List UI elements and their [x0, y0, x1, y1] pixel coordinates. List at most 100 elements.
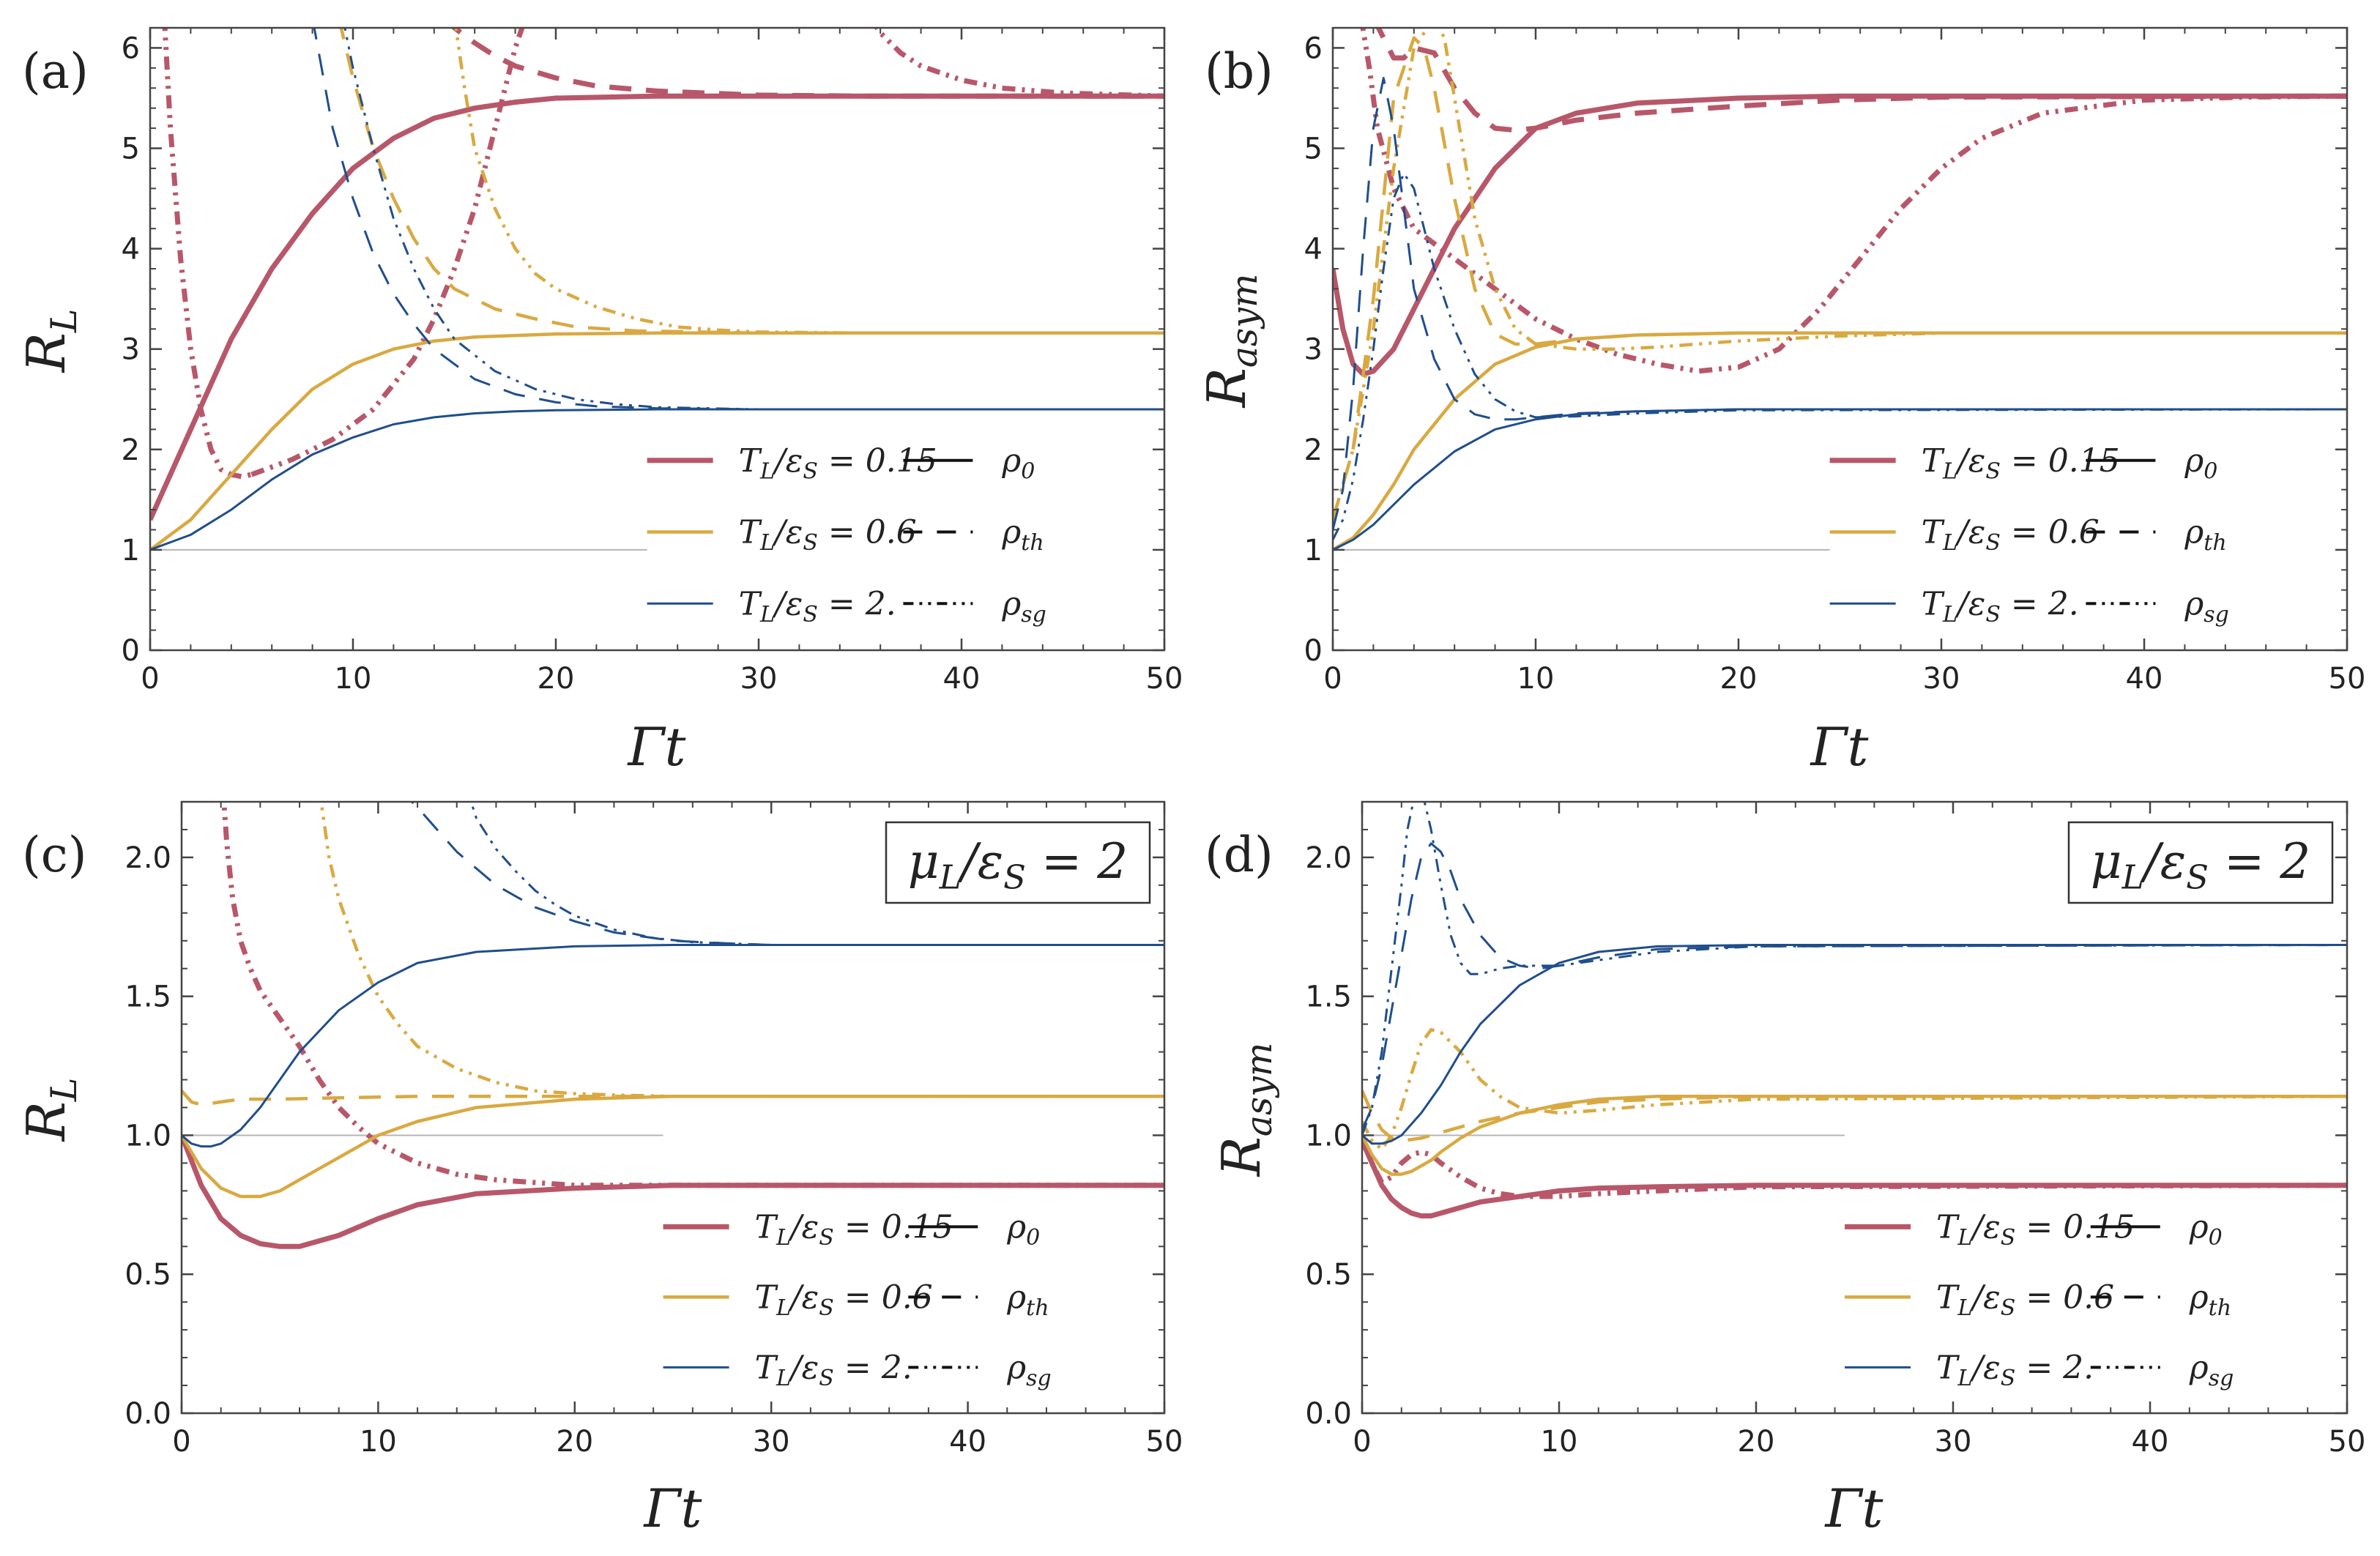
series-line-5 — [150, 331, 1164, 551]
x-tick-label: 0 — [172, 1425, 190, 1459]
legend-state-label: ρth — [1006, 1278, 1049, 1321]
y-tick-label: 5 — [122, 133, 140, 166]
x-tick-label: 30 — [740, 662, 778, 696]
series-line-1 — [1362, 1134, 2347, 1199]
x-tick-label: 10 — [1517, 662, 1555, 696]
series-line-0 — [1362, 1139, 2347, 1218]
y-tick-label: 3 — [1304, 333, 1323, 367]
series-line-3 — [250, 28, 525, 477]
legend-state-label: ρsg — [1001, 585, 1046, 628]
x-tick-label: 0 — [141, 662, 159, 696]
legend-state-label: ρ0 — [2189, 1208, 2223, 1251]
x-tick-label: 50 — [1146, 662, 1183, 696]
x-tick-label: 30 — [753, 1425, 790, 1459]
x-tick-label: 40 — [2132, 1425, 2169, 1459]
x-tick-label: 40 — [943, 662, 981, 696]
x-tick-label: 20 — [538, 662, 575, 696]
y-tick-label: 0 — [1304, 634, 1323, 668]
series-line-10 — [343, 28, 1164, 411]
y-tick-label: 4 — [1304, 233, 1323, 267]
legend-temp-label: TL/εS = 0.6 — [1936, 1278, 2114, 1321]
panel-c: 0 10 20 30 40 50 0.0 0.5 1.0 1.5 2.0 (c) Γt RL μL/εS =… — [15, 800, 1183, 1539]
series-line-1 — [221, 802, 1164, 1188]
series-line-0 — [1333, 93, 2347, 377]
y-tick-label: 0 — [122, 634, 140, 668]
y-tick-label: 5 — [1304, 133, 1323, 166]
x-axis-label: Γt — [1810, 716, 1870, 778]
y-axis-label: RL — [15, 309, 85, 374]
annotation-text: μL/εS = 2 — [908, 833, 1128, 897]
y-tick-label: 0.5 — [124, 1258, 171, 1292]
panel-label: (d) — [1205, 827, 1273, 883]
panel-label: (c) — [22, 827, 86, 883]
legend-temp-label: TL/εS = 2. — [1936, 1349, 2094, 1391]
y-tick-label: 6 — [1304, 31, 1323, 65]
axes-frame — [149, 26, 1166, 652]
legend-state-label: ρth — [1001, 514, 1044, 556]
y-tick-label: 2.0 — [124, 841, 171, 875]
x-tick-label: 30 — [1935, 1425, 1972, 1459]
legend-temp-label: TL/εS = 2. — [755, 1349, 912, 1391]
annotation-box — [885, 821, 1151, 904]
series-line-2 — [182, 1095, 1164, 1199]
y-tick-label: 1 — [1304, 534, 1323, 567]
y-axis-label: Rasym — [1196, 274, 1265, 409]
legend-state-label: ρ0 — [1001, 442, 1035, 485]
x-tick-label: 0 — [1323, 662, 1342, 696]
y-tick-label: 6 — [122, 31, 140, 65]
legend-state-label: ρ0 — [1006, 1208, 1040, 1251]
legend-temp-label: TL/εS = 0.15 — [1936, 1208, 2135, 1251]
x-axis-label: Γt — [1824, 1478, 1884, 1539]
y-axis-label: Rasym — [1211, 1043, 1280, 1178]
series-line-0 — [150, 93, 1164, 521]
y-tick-label: 1 — [122, 534, 140, 567]
series-line-6 — [1362, 842, 2347, 1131]
y-tick-label: 0.0 — [124, 1397, 171, 1431]
x-tick-label: 0 — [1353, 1425, 1371, 1459]
series-line-1 — [1375, 28, 2347, 133]
y-tick-label: 1.5 — [1305, 980, 1352, 1014]
legend-state-label: ρsg — [2184, 585, 2228, 628]
x-tick-label: 30 — [1923, 662, 1960, 696]
series-line-2 — [1362, 1095, 2347, 1176]
panel-label: (a) — [22, 43, 89, 100]
series-line-5 — [182, 944, 1164, 1148]
series-line-7 — [1362, 802, 2347, 1136]
annotation-text: μL/εS = 2 — [2091, 833, 2311, 897]
series-line-4 — [319, 802, 1164, 1098]
series-line-8 — [1333, 172, 2347, 540]
y-tick-label: 1.0 — [124, 1119, 171, 1153]
x-tick-label: 10 — [335, 662, 372, 696]
series-line-5 — [1333, 28, 2347, 521]
annotation-box — [2067, 821, 2334, 904]
x-tick-label: 50 — [1146, 1425, 1183, 1459]
series-line-3 — [1362, 1090, 2347, 1143]
y-tick-label: 3 — [122, 333, 140, 367]
y-tick-label: 1.5 — [124, 980, 171, 1014]
series-line-4 — [874, 28, 1164, 99]
series-line-7 — [454, 28, 1164, 335]
y-tick-label: 2 — [122, 433, 140, 467]
series-line-4 — [1333, 36, 2347, 521]
x-tick-label: 50 — [2329, 1425, 2366, 1459]
series-line-8 — [150, 408, 1164, 551]
x-tick-label: 40 — [949, 1425, 986, 1459]
series-line-1 — [450, 28, 1164, 99]
panel-d: 0 10 20 30 40 50 0.0 0.5 1.0 1.5 2.0 (d) Γt Rasym μL/ε… — [1205, 800, 2366, 1539]
x-tick-label: 40 — [2126, 662, 2163, 696]
x-tick-label: 20 — [556, 1425, 593, 1459]
series-line-7 — [1333, 77, 2347, 530]
x-tick-label: 10 — [360, 1425, 397, 1459]
y-tick-label: 4 — [122, 233, 140, 267]
series-line-9 — [313, 28, 1164, 411]
x-axis-label: Γt — [643, 1478, 703, 1539]
x-axis-label: Γt — [627, 716, 687, 778]
legend-temp-label: TL/εS = 2. — [1922, 585, 2079, 628]
x-tick-label: 50 — [2329, 662, 2366, 696]
y-tick-label: 0.5 — [1305, 1258, 1352, 1292]
legend-temp-label: TL/εS = 0.6 — [739, 514, 917, 556]
